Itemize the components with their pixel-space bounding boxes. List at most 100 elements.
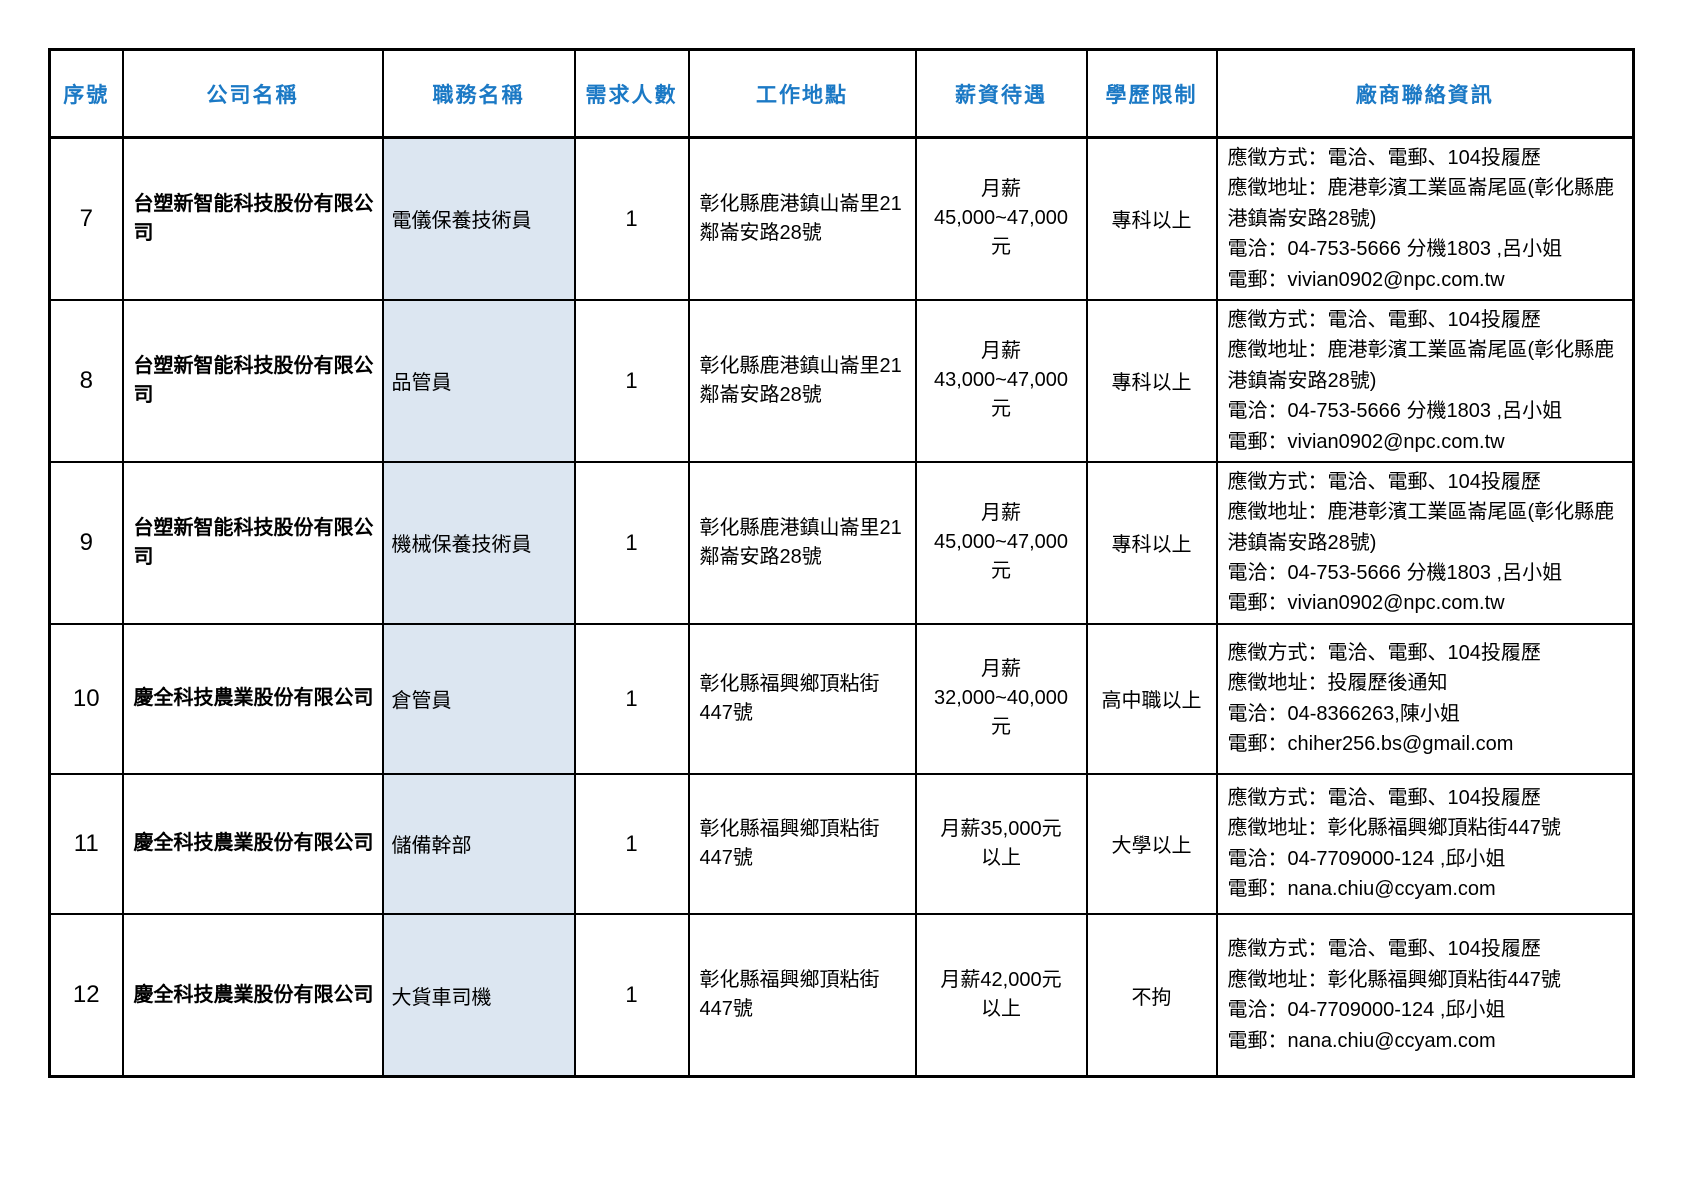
job-listings-table: 序號 公司名稱 職務名稱 需求人數 工作地點 薪資待遇 學歷限制 廠商聯絡資訊 …	[48, 48, 1635, 1079]
salary-line: 月薪	[981, 340, 1021, 363]
cell-headcount: 1	[573, 298, 690, 463]
cell-contact: 應徵方式：電洽、電郵、104投履歷 應徵地址：彰化縣福興鄉頂粘街447號 電洽：…	[1215, 912, 1635, 1078]
contact-phone: 電洽：04-7709000-124 ,邱小姐	[1227, 847, 1506, 870]
cell-job-title: 電儀保養技術員	[381, 136, 576, 301]
salary-line: 45,000~47,000	[933, 207, 1069, 230]
cell-education: 專科以上	[1085, 136, 1218, 301]
cell-salary: 月薪42,000元 以上	[914, 912, 1088, 1078]
contact-address: 應徵地址：鹿港彰濱工業區崙尾區(彰化縣鹿港鎮崙安路28號)	[1227, 339, 1615, 392]
cell-salary: 月薪35,000元 以上	[914, 772, 1088, 915]
cell-company: 慶全科技農業股份有限公司	[121, 622, 384, 775]
cell-serial: 12	[48, 912, 124, 1078]
cell-job-title: 機械保養技術員	[381, 460, 576, 625]
table-row: 11 慶全科技農業股份有限公司 儲備幹部 1 彰化縣福興鄉頂粘街447號 月薪3…	[48, 772, 1635, 915]
cell-location: 彰化縣福興鄉頂粘街447號	[687, 622, 917, 775]
table-row: 7 台塑新智能科技股份有限公司 電儀保養技術員 1 彰化縣鹿港鎮山崙里21鄰崙安…	[48, 136, 1635, 301]
cell-salary: 月薪 32,000~40,000 元	[914, 622, 1088, 775]
contact-address: 應徵地址：鹿港彰濱工業區崙尾區(彰化縣鹿港鎮崙安路28號)	[1227, 177, 1615, 230]
contact-phone: 電洽：04-753-5666 分機1803 ,呂小姐	[1227, 562, 1563, 585]
header-contact-info: 廠商聯絡資訊	[1215, 48, 1635, 139]
contact-phone: 電洽：04-753-5666 分機1803 ,呂小姐	[1227, 238, 1563, 261]
contact-method: 應徵方式：電洽、電郵、104投履歷	[1227, 470, 1541, 493]
cell-education: 專科以上	[1085, 460, 1218, 625]
cell-location: 彰化縣鹿港鎮山崙里21鄰崙安路28號	[687, 298, 917, 463]
salary-line: 月薪	[981, 178, 1021, 201]
cell-headcount: 1	[573, 912, 690, 1078]
contact-address: 應徵地址：彰化縣福興鄉頂粘街447號	[1227, 817, 1561, 840]
cell-headcount: 1	[573, 772, 690, 915]
cell-job-title: 儲備幹部	[381, 772, 576, 915]
contact-email: 電郵：nana.chiu@ccyam.com	[1227, 878, 1496, 901]
table-row: 8 台塑新智能科技股份有限公司 品管員 1 彰化縣鹿港鎮山崙里21鄰崙安路28號…	[48, 298, 1635, 463]
contact-method: 應徵方式：電洽、電郵、104投履歷	[1227, 147, 1541, 169]
cell-company: 台塑新智能科技股份有限公司	[121, 460, 384, 625]
cell-education: 不拘	[1085, 912, 1218, 1078]
salary-line: 元	[991, 716, 1011, 739]
contact-email: 電郵：vivian0902@npc.com.tw	[1227, 592, 1505, 615]
contact-method: 應徵方式：電洽、電郵、104投履歷	[1227, 308, 1541, 331]
salary-line: 43,000~47,000	[933, 369, 1069, 392]
cell-location: 彰化縣鹿港鎮山崙里21鄰崙安路28號	[687, 460, 917, 625]
cell-location: 彰化縣鹿港鎮山崙里21鄰崙安路28號	[687, 136, 917, 301]
header-education-limit: 學歷限制	[1085, 48, 1218, 139]
cell-headcount: 1	[573, 460, 690, 625]
salary-line: 元	[991, 236, 1011, 259]
cell-job-title: 品管員	[381, 298, 576, 463]
header-work-location: 工作地點	[687, 48, 917, 139]
table-row: 12 慶全科技農業股份有限公司 大貨車司機 1 彰化縣福興鄉頂粘街447號 月薪…	[48, 912, 1635, 1078]
salary-line: 以上	[981, 998, 1021, 1021]
cell-serial: 10	[48, 622, 124, 775]
cell-serial: 8	[48, 298, 124, 463]
cell-contact: 應徵方式：電洽、電郵、104投履歷 應徵地址：彰化縣福興鄉頂粘街447號 電洽：…	[1215, 772, 1635, 915]
cell-contact: 應徵方式：電洽、電郵、104投履歷 應徵地址：投履歷後通知 電洽：04-8366…	[1215, 622, 1635, 775]
cell-headcount: 1	[573, 136, 690, 301]
contact-phone: 電洽：04-753-5666 分機1803 ,呂小姐	[1227, 400, 1563, 423]
cell-education: 高中職以上	[1085, 622, 1218, 775]
salary-line: 45,000~47,000	[933, 531, 1069, 554]
header-serial: 序號	[48, 48, 124, 139]
contact-email: 電郵：vivian0902@npc.com.tw	[1227, 268, 1505, 291]
salary-line: 32,000~40,000	[933, 687, 1069, 710]
salary-line: 月薪	[981, 502, 1021, 525]
salary-line: 月薪35,000元	[940, 817, 1062, 840]
contact-phone: 電洽：04-7709000-124 ,邱小姐	[1227, 999, 1506, 1022]
contact-phone: 電洽：04-8366263,陳小姐	[1227, 702, 1460, 725]
cell-contact: 應徵方式：電洽、電郵、104投履歷 應徵地址：鹿港彰濱工業區崙尾區(彰化縣鹿港鎮…	[1215, 298, 1635, 463]
cell-serial: 7	[48, 136, 124, 301]
salary-line: 月薪42,000元	[940, 969, 1062, 992]
table-header-row: 序號 公司名稱 職務名稱 需求人數 工作地點 薪資待遇 學歷限制 廠商聯絡資訊	[48, 48, 1635, 139]
salary-line: 元	[991, 560, 1011, 583]
contact-address: 應徵地址：鹿港彰濱工業區崙尾區(彰化縣鹿港鎮崙安路28號)	[1227, 501, 1615, 554]
contact-email: 電郵：chiher256.bs@gmail.com	[1227, 733, 1514, 756]
table-row: 9 台塑新智能科技股份有限公司 機械保養技術員 1 彰化縣鹿港鎮山崙里21鄰崙安…	[48, 460, 1635, 625]
cell-company: 台塑新智能科技股份有限公司	[121, 298, 384, 463]
cell-location: 彰化縣福興鄉頂粘街447號	[687, 772, 917, 915]
table-row: 10 慶全科技農業股份有限公司 倉管員 1 彰化縣福興鄉頂粘街447號 月薪 3…	[48, 622, 1635, 775]
contact-address: 應徵地址：彰化縣福興鄉頂粘街447號	[1227, 968, 1561, 991]
contact-method: 應徵方式：電洽、電郵、104投履歷	[1227, 642, 1541, 665]
contact-method: 應徵方式：電洽、電郵、104投履歷	[1227, 787, 1541, 810]
header-job-title: 職務名稱	[381, 48, 576, 139]
header-salary: 薪資待遇	[914, 48, 1088, 139]
cell-job-title: 倉管員	[381, 622, 576, 775]
salary-line: 元	[991, 398, 1011, 421]
cell-company: 台塑新智能科技股份有限公司	[121, 136, 384, 301]
contact-email: 電郵：nana.chiu@ccyam.com	[1227, 1029, 1496, 1052]
cell-company: 慶全科技農業股份有限公司	[121, 772, 384, 915]
cell-salary: 月薪 45,000~47,000 元	[914, 136, 1088, 301]
cell-contact: 應徵方式：電洽、電郵、104投履歷 應徵地址：鹿港彰濱工業區崙尾區(彰化縣鹿港鎮…	[1215, 136, 1635, 301]
cell-salary: 月薪 43,000~47,000 元	[914, 298, 1088, 463]
contact-method: 應徵方式：電洽、電郵、104投履歷	[1227, 938, 1541, 961]
cell-serial: 9	[48, 460, 124, 625]
contact-email: 電郵：vivian0902@npc.com.tw	[1227, 430, 1505, 453]
cell-education: 大學以上	[1085, 772, 1218, 915]
cell-serial: 11	[48, 772, 124, 915]
salary-line: 以上	[981, 846, 1021, 869]
cell-headcount: 1	[573, 622, 690, 775]
cell-location: 彰化縣福興鄉頂粘街447號	[687, 912, 917, 1078]
cell-contact: 應徵方式：電洽、電郵、104投履歷 應徵地址：鹿港彰濱工業區崙尾區(彰化縣鹿港鎮…	[1215, 460, 1635, 625]
header-headcount: 需求人數	[573, 48, 690, 139]
cell-company: 慶全科技農業股份有限公司	[121, 912, 384, 1078]
contact-address: 應徵地址：投履歷後通知	[1227, 672, 1448, 695]
salary-line: 月薪	[981, 658, 1021, 681]
